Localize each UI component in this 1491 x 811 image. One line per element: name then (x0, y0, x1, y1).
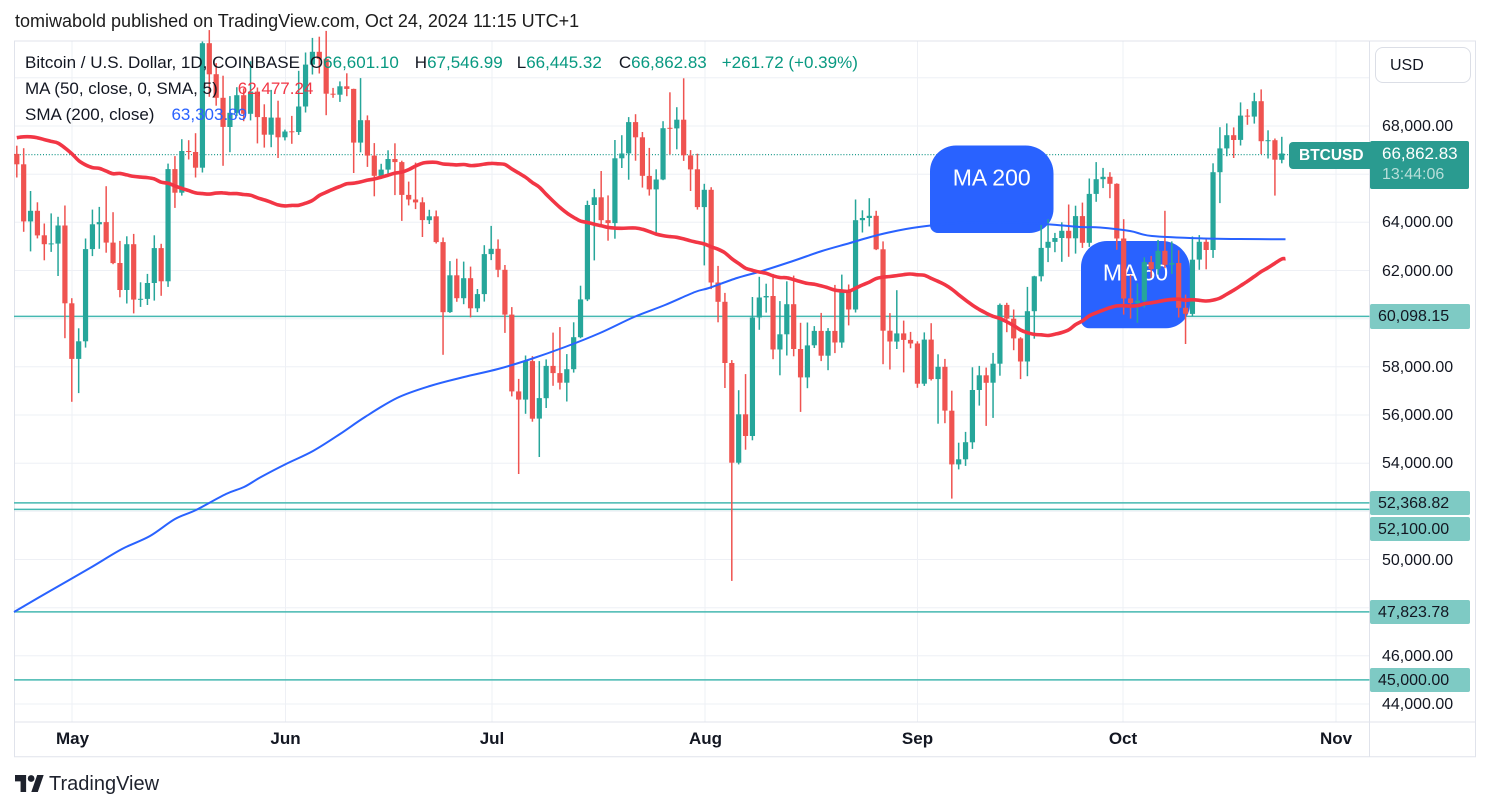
svg-text:MA 200: MA 200 (953, 165, 1031, 191)
